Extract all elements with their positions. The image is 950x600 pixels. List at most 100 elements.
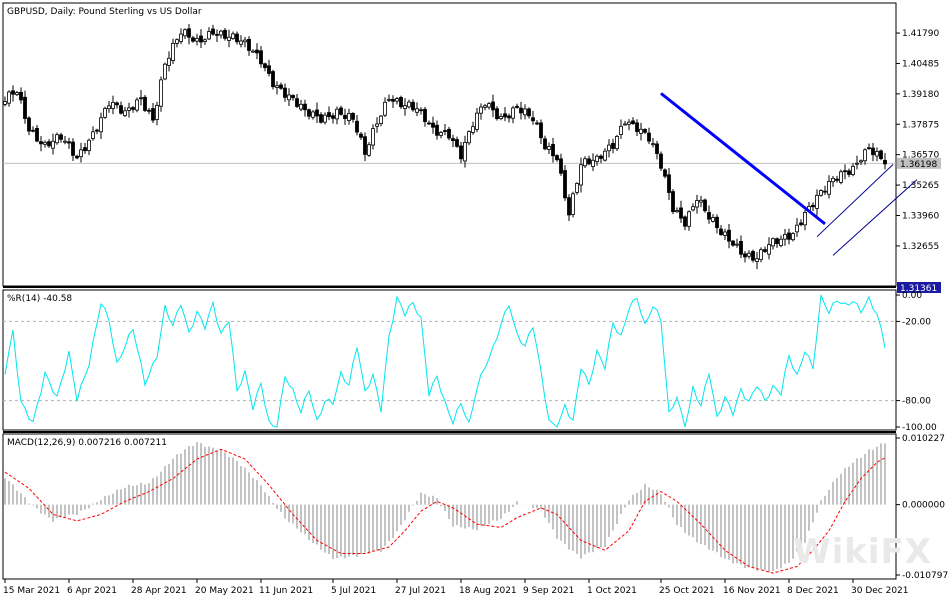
min-price-tag: 1.31361 — [897, 282, 941, 294]
candle — [747, 250, 751, 259]
time-tick-label: 28 Apr 2021 — [131, 586, 187, 596]
candle — [127, 102, 131, 118]
price-pane[interactable]: GBPUSD, Daily: Pound Sterling vs US Doll… — [2, 2, 941, 294]
candle — [319, 112, 323, 124]
candle — [3, 96, 7, 107]
candle — [855, 155, 859, 170]
price-tick-label: 1.35265 — [902, 181, 939, 191]
candle — [599, 154, 603, 164]
candle — [575, 182, 579, 195]
candle — [295, 94, 299, 109]
candle — [783, 229, 787, 246]
candle — [47, 139, 51, 148]
candle — [551, 137, 555, 163]
candle — [627, 119, 631, 131]
candle — [99, 112, 103, 139]
candle — [175, 38, 179, 48]
candle — [755, 252, 759, 270]
candle — [631, 117, 635, 125]
candle — [579, 157, 583, 193]
candle — [35, 124, 39, 143]
candle — [19, 87, 23, 104]
candle — [327, 106, 331, 121]
candle — [639, 122, 643, 141]
candle — [235, 31, 239, 45]
wpr-line — [4, 294, 886, 428]
candle — [15, 91, 19, 96]
candle — [95, 128, 99, 135]
candle — [863, 148, 867, 165]
candle — [103, 106, 107, 119]
candle — [875, 147, 879, 162]
candle — [255, 43, 259, 60]
candle — [215, 29, 219, 42]
candle — [351, 112, 355, 123]
candle — [91, 126, 95, 141]
candle — [775, 237, 779, 248]
candle — [139, 90, 143, 106]
candle — [323, 112, 327, 125]
wpr-pane[interactable]: %R(14) -40.58 0.00 -20.00 -80.00 -100.00 — [2, 289, 937, 433]
min-price-label: 1.31361 — [900, 284, 937, 294]
candle — [491, 94, 495, 118]
candle — [335, 106, 339, 125]
candle — [851, 163, 855, 177]
candle — [867, 143, 871, 150]
wpr-tick-label: -80.00 — [902, 397, 931, 407]
candle — [651, 138, 655, 148]
candle — [607, 139, 611, 158]
price-tick-label: 1.37875 — [902, 120, 939, 130]
candle — [547, 142, 551, 154]
channel-upper[interactable] — [816, 164, 894, 238]
candle — [355, 114, 359, 136]
price-tick-label: 1.39180 — [902, 90, 939, 100]
candle — [75, 154, 79, 160]
candle — [407, 99, 411, 109]
candle — [179, 28, 183, 45]
channel-lower[interactable] — [832, 179, 918, 256]
candle — [523, 104, 527, 120]
candle — [67, 137, 71, 149]
time-tick-label: 25 Oct 2021 — [659, 586, 715, 596]
candle — [643, 128, 647, 135]
candle — [723, 228, 727, 240]
candle — [447, 126, 451, 141]
candle — [299, 99, 303, 112]
candle — [195, 33, 199, 46]
trend-annotations[interactable] — [660, 92, 918, 256]
candle — [871, 142, 875, 162]
candle — [467, 130, 471, 146]
macd-pane[interactable]: MACD(12,26,9) 0.007216 0.007211 0.010227… — [2, 433, 948, 581]
candle — [623, 120, 627, 126]
candle — [163, 62, 167, 81]
candle — [827, 175, 831, 199]
candle — [147, 107, 151, 115]
candle — [83, 143, 87, 154]
candle — [443, 124, 447, 136]
candle — [819, 189, 823, 197]
candle — [787, 228, 791, 245]
candle — [155, 101, 159, 126]
candle — [595, 154, 599, 166]
candle — [691, 203, 695, 212]
candle — [199, 29, 203, 48]
price-tick-label: 1.33960 — [902, 211, 939, 221]
downtrend-line[interactable] — [660, 92, 826, 226]
candle — [559, 153, 563, 176]
candle — [439, 130, 443, 139]
candle — [667, 167, 671, 201]
candle — [271, 69, 275, 90]
candle — [567, 194, 571, 222]
candle — [231, 31, 235, 40]
candle — [619, 119, 623, 139]
candle — [219, 29, 223, 39]
macd-tick-label: 0.010227 — [902, 434, 945, 444]
candle — [283, 83, 287, 102]
candle — [535, 120, 539, 126]
candle — [635, 119, 639, 137]
candle — [303, 99, 307, 117]
candle — [743, 251, 747, 263]
candle — [431, 116, 435, 134]
candle — [287, 88, 291, 106]
